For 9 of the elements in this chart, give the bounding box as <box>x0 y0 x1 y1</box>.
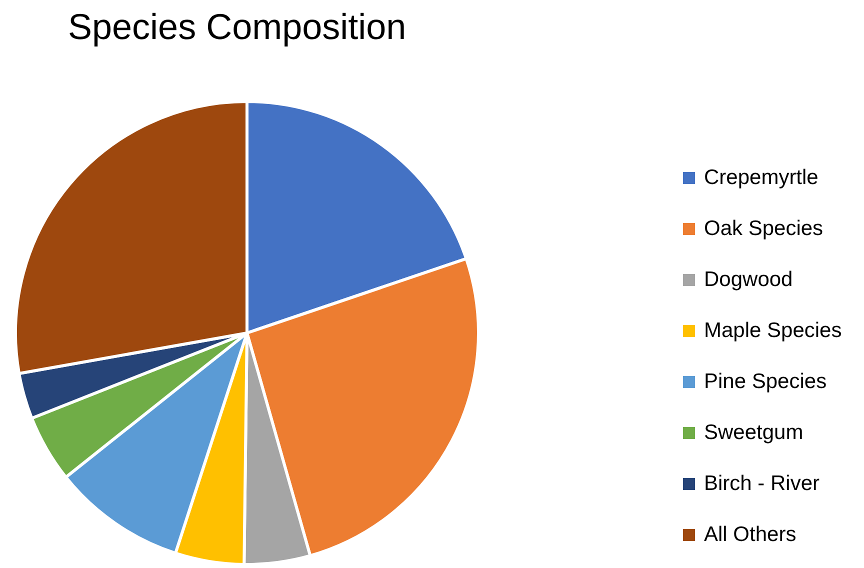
legend-label: Dogwood <box>704 268 793 292</box>
legend-label: Maple Species <box>704 318 842 342</box>
legend-label: Oak Species <box>704 216 824 240</box>
chart-title: Species Composition <box>68 6 406 48</box>
legend-label: Sweetgum <box>704 420 804 444</box>
legend-label: Crepemyrtle <box>704 166 818 190</box>
legend-label: All Others <box>704 522 796 546</box>
legend-label: Pine Species <box>704 370 827 394</box>
legend-label: Birch - River <box>704 472 820 496</box>
